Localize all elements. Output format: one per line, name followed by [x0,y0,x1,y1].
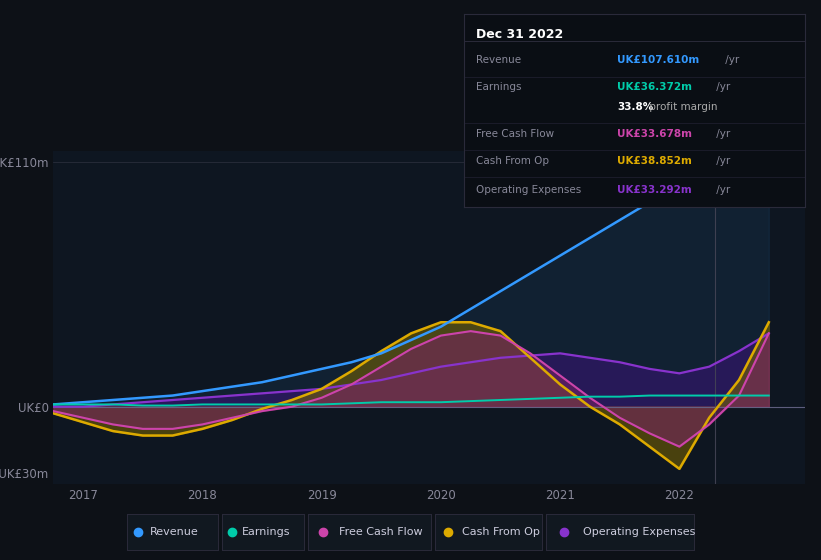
Text: UK£36.372m: UK£36.372m [617,82,692,92]
Text: Earnings: Earnings [242,527,291,536]
Text: UK£107.610m: UK£107.610m [617,55,699,66]
Text: Free Cash Flow: Free Cash Flow [476,129,554,139]
Text: Revenue: Revenue [476,55,521,66]
Text: Free Cash Flow: Free Cash Flow [339,527,422,536]
Text: /yr: /yr [713,82,730,92]
Text: Operating Expenses: Operating Expenses [476,185,581,195]
Text: UK£38.852m: UK£38.852m [617,156,692,166]
Text: profit margin: profit margin [646,102,718,112]
Text: /yr: /yr [713,156,730,166]
Text: Dec 31 2022: Dec 31 2022 [476,27,563,40]
Text: Cash From Op: Cash From Op [476,156,548,166]
Text: /yr: /yr [722,55,740,66]
Text: UK£33.292m: UK£33.292m [617,185,692,195]
Text: Earnings: Earnings [476,82,521,92]
Text: UK£33.678m: UK£33.678m [617,129,692,139]
Text: Revenue: Revenue [149,527,199,536]
Text: /yr: /yr [713,129,730,139]
Text: Operating Expenses: Operating Expenses [583,527,695,536]
Text: Cash From Op: Cash From Op [462,527,539,536]
Text: /yr: /yr [713,185,730,195]
Text: 33.8%: 33.8% [617,102,654,112]
